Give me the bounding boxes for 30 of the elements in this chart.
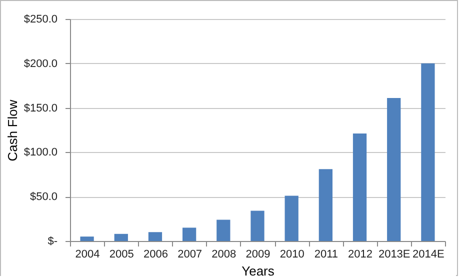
x-tick-label: 2014E bbox=[412, 248, 444, 260]
bar bbox=[148, 232, 162, 241]
bar bbox=[216, 220, 230, 241]
bar bbox=[352, 134, 367, 241]
x-tick-label: 2004 bbox=[75, 248, 100, 260]
y-axis-title: Cash Flow bbox=[4, 99, 20, 162]
x-tick-label: 2013E bbox=[378, 248, 410, 260]
x-tick-label: 2007 bbox=[178, 248, 202, 260]
x-tick-label: 2006 bbox=[143, 248, 168, 260]
bar bbox=[387, 98, 401, 241]
bar bbox=[284, 196, 298, 241]
bar bbox=[114, 234, 128, 241]
y-tick-label: $250.0 bbox=[24, 14, 58, 26]
bar bbox=[250, 210, 264, 241]
bar bbox=[80, 236, 94, 241]
y-tick-label: $200.0 bbox=[24, 58, 58, 70]
bar bbox=[182, 228, 196, 241]
y-tick-label: $150.0 bbox=[24, 102, 58, 114]
x-axis-title: Years bbox=[242, 264, 275, 278]
x-tick-label: 2005 bbox=[109, 248, 134, 260]
x-tick-label: 2011 bbox=[314, 248, 338, 260]
x-tick-label: 2010 bbox=[280, 248, 304, 260]
y-tick-label: $- bbox=[48, 236, 58, 248]
x-tick-label: 2008 bbox=[212, 248, 236, 260]
bar bbox=[318, 169, 332, 241]
y-tick-label: $100.0 bbox=[24, 146, 58, 159]
bar bbox=[421, 63, 435, 241]
x-tick-label: 2009 bbox=[246, 248, 270, 260]
y-tick-label: $50.0 bbox=[30, 191, 58, 204]
x-tick-label: 2012 bbox=[348, 248, 373, 260]
